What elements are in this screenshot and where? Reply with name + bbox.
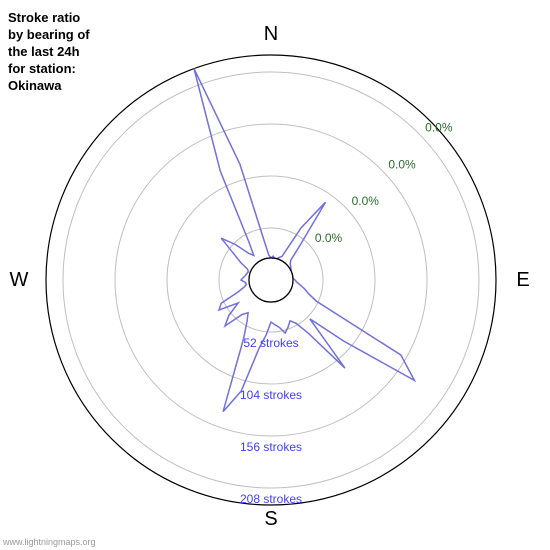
ring-label-strokes: 104 strokes (240, 388, 302, 402)
compass-label-s: S (264, 508, 277, 530)
compass-label-n: N (264, 23, 278, 45)
ring-label-strokes: 52 strokes (243, 336, 298, 350)
polar-rose-chart: 0.0% 0.0% 0.0% 0.0% 52 strokes 104 strokes 156… (0, 0, 550, 550)
compass-label-e: E (516, 269, 529, 291)
ring-label-percent: 0.0% (315, 231, 343, 245)
ring-label-percent: 0.0% (425, 121, 453, 135)
ring-label-percent: 0.0% (388, 157, 416, 171)
ring-label-percent: 0.0% (352, 194, 380, 208)
footer-attribution: www.lightningmaps.org (3, 537, 96, 547)
center-hole-top (249, 258, 293, 302)
ring-label-strokes: 156 strokes (240, 440, 302, 454)
ring-label-strokes: 208 strokes (240, 492, 302, 506)
compass-label-w: W (10, 269, 29, 291)
